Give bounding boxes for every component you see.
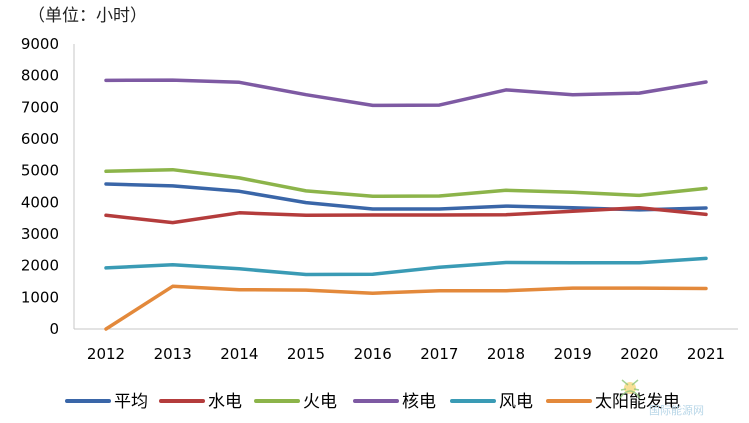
y-tick-label: 5000 [21,162,59,180]
watermark-text: 国际能源网 [649,403,704,417]
x-tick-label: 2019 [554,345,592,363]
series-line [104,78,708,108]
x-tick-label: 2018 [487,345,525,363]
y-tick-label: 3000 [21,225,59,243]
y-tick-label: 4000 [21,193,59,211]
y-tick-label: 9000 [21,35,59,53]
legend-label: 太阳能发电 [595,392,680,412]
x-tick-label: 2014 [220,345,258,363]
y-tick-label: 1000 [21,288,59,306]
x-tick-label: 2020 [620,345,658,363]
y-tick-label: 7000 [21,98,59,116]
legend-label: 水电 [208,392,242,412]
series-line [104,205,708,225]
x-tick-label: 2016 [354,345,392,363]
y-tick-label: 2000 [21,257,59,275]
watermark: 国际能源网 [619,379,704,417]
x-tick-label: 2012 [87,345,125,363]
series-lines [104,78,708,331]
legend-label: 核电 [402,392,436,412]
y-tick-label: 8000 [21,67,59,85]
series-line [104,256,708,277]
legend: 平均 水电 火电 核电 风电 太阳能发电 [65,392,680,412]
unit-label: （单位：小时） [28,6,147,26]
x-tick-label: 2015 [287,345,325,363]
y-ticks: 0 1000 2000 3000 4000 5000 6000 7000 8000 9000 [21,35,59,338]
x-tick-label: 2013 [154,345,192,363]
y-tick-label: 0 [49,320,59,338]
x-tick-label: 2021 [687,345,725,363]
x-ticks: 2012 2013 2014 2015 2016 2017 2018 2019 2020 2021 [87,345,725,363]
legend-label: 平均 [114,392,148,412]
legend-label: 风电 [499,392,533,412]
sun-leaf-logo-icon [619,379,641,399]
legend-label: 火电 [303,392,337,412]
series-line [104,167,708,199]
x-tick-label: 2017 [420,345,458,363]
y-tick-label: 6000 [21,130,59,148]
axes [73,44,738,330]
series-line [104,284,708,331]
